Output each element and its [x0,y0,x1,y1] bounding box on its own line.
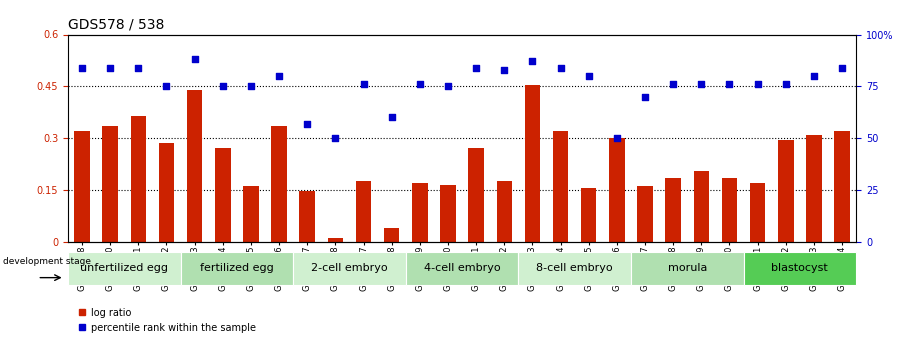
Bar [665,178,681,242]
Point [412,81,427,87]
Bar [102,126,118,242]
Point [525,59,540,64]
Point [834,65,849,70]
Point [750,81,765,87]
Point [384,115,399,120]
Point [638,94,652,99]
Text: unfertilized egg: unfertilized egg [81,263,169,273]
Point [722,81,737,87]
Bar [778,140,794,242]
Text: morula: morula [668,263,707,273]
Bar [468,148,484,242]
Bar [412,183,428,242]
Bar [68,252,180,285]
Bar [215,148,230,242]
Bar [271,126,287,242]
Bar [806,135,822,242]
Bar [834,131,850,241]
Text: blastocyst: blastocyst [772,263,828,273]
Point [610,135,624,141]
Text: 8-cell embryo: 8-cell embryo [536,263,613,273]
Point [131,65,146,70]
Bar [294,252,406,285]
Point [216,83,230,89]
Bar [525,85,540,242]
Point [554,65,568,70]
Text: 2-cell embryo: 2-cell embryo [311,263,388,273]
Bar [159,143,174,241]
Text: 4-cell embryo: 4-cell embryo [424,263,500,273]
Bar [356,181,371,241]
Bar [637,186,653,242]
Point [806,73,821,79]
Point [694,81,708,87]
Bar [187,90,202,242]
Point [469,65,484,70]
Point [188,57,202,62]
Bar [553,131,568,241]
Point [300,121,314,126]
Text: development stage: development stage [4,257,92,266]
Bar [440,185,456,242]
Bar [384,228,400,242]
Bar [74,131,90,241]
Bar [609,138,624,241]
Point [75,65,90,70]
Bar [180,252,294,285]
Point [778,81,793,87]
Point [582,73,596,79]
Bar [300,191,315,242]
Point [666,81,680,87]
Point [440,83,455,89]
Legend: log ratio, percentile rank within the sample: log ratio, percentile rank within the sa… [72,304,260,337]
Bar [518,252,631,285]
Point [356,81,371,87]
Point [272,73,286,79]
Bar [581,188,596,241]
Point [103,65,118,70]
Bar [130,116,146,242]
Bar [694,171,709,242]
Bar [243,186,259,242]
Bar [744,252,856,285]
Bar [750,183,766,242]
Bar [722,178,737,242]
Point [497,67,512,72]
Text: fertilized egg: fertilized egg [200,263,274,273]
Bar [496,181,512,241]
Point [244,83,258,89]
Point [159,83,174,89]
Point [328,135,342,141]
Bar [406,252,518,285]
Bar [328,238,343,242]
Bar [631,252,744,285]
Text: GDS578 / 538: GDS578 / 538 [68,18,164,32]
